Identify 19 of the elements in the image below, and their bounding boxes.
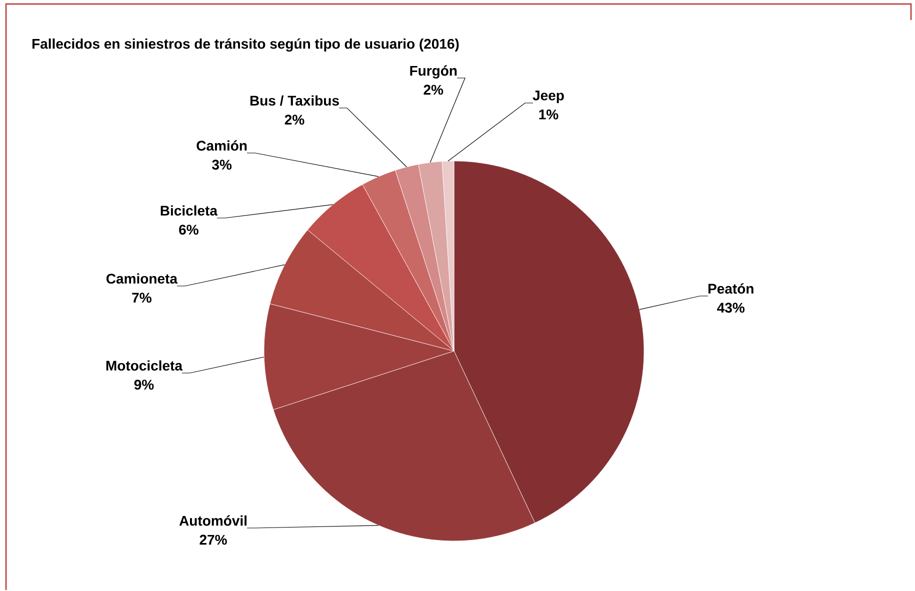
chart-title: Fallecidos en siniestros de tránsito según tipo de usuario (2016)	[32, 38, 459, 52]
data-label: 9%	[134, 380, 154, 390]
slice-label: Peatón	[708, 283, 754, 294]
slice-label: Automóvil	[179, 515, 246, 526]
data-label: 6%	[179, 224, 198, 235]
slice-label: Bicicleta	[160, 205, 218, 216]
data-label: 43%	[717, 302, 745, 313]
data-label: 2%	[284, 114, 304, 125]
data-label: 27%	[200, 534, 227, 545]
data-label: 7%	[132, 292, 152, 303]
slice-label: Bus / Taxibus	[250, 95, 339, 106]
slice-label: Motocicleta	[106, 360, 183, 371]
slice-label: Camión	[196, 140, 247, 151]
slice-label: Furgón	[410, 65, 457, 79]
slice-label: Jeep	[532, 90, 564, 104]
data-label: 1%	[539, 110, 558, 120]
data-label: 3%	[212, 160, 232, 170]
slice-label: Camioneta	[106, 273, 178, 284]
data-label: 2%	[424, 84, 444, 95]
